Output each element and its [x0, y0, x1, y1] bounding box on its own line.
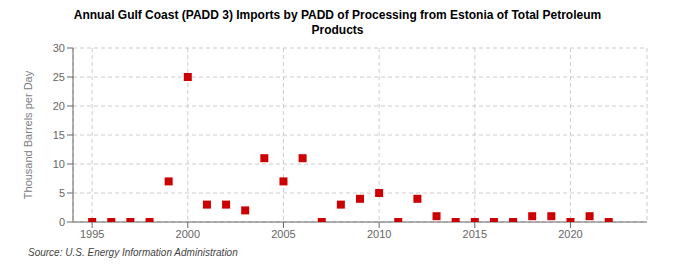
svg-text:2020: 2020 — [558, 228, 582, 240]
html-text:Products: Products — [311, 23, 364, 37]
svg-text:30: 30 — [53, 42, 65, 54]
svg-text:0: 0 — [59, 216, 65, 228]
svg-text:2000: 2000 — [176, 228, 200, 240]
svg-text:2010: 2010 — [367, 228, 391, 240]
svg-text:5: 5 — [59, 187, 65, 199]
html-text:Source: U.S. Energy Informatio: Source: U.S. Energy Information Administ… — [28, 247, 238, 258]
svg-text:2005: 2005 — [271, 228, 295, 240]
svg-text:25: 25 — [53, 71, 65, 83]
svg-text:Thousand Barrels per Day: Thousand Barrels per Day — [22, 70, 34, 199]
svg-text:10: 10 — [53, 158, 65, 170]
svg-text:1995: 1995 — [80, 228, 104, 240]
svg-text:20: 20 — [53, 100, 65, 112]
svg-text:15: 15 — [53, 129, 65, 141]
svg-text:2015: 2015 — [463, 228, 487, 240]
html-text:Annual Gulf Coast (PADD 3) Imp: Annual Gulf Coast (PADD 3) Imports by PA… — [73, 8, 602, 22]
